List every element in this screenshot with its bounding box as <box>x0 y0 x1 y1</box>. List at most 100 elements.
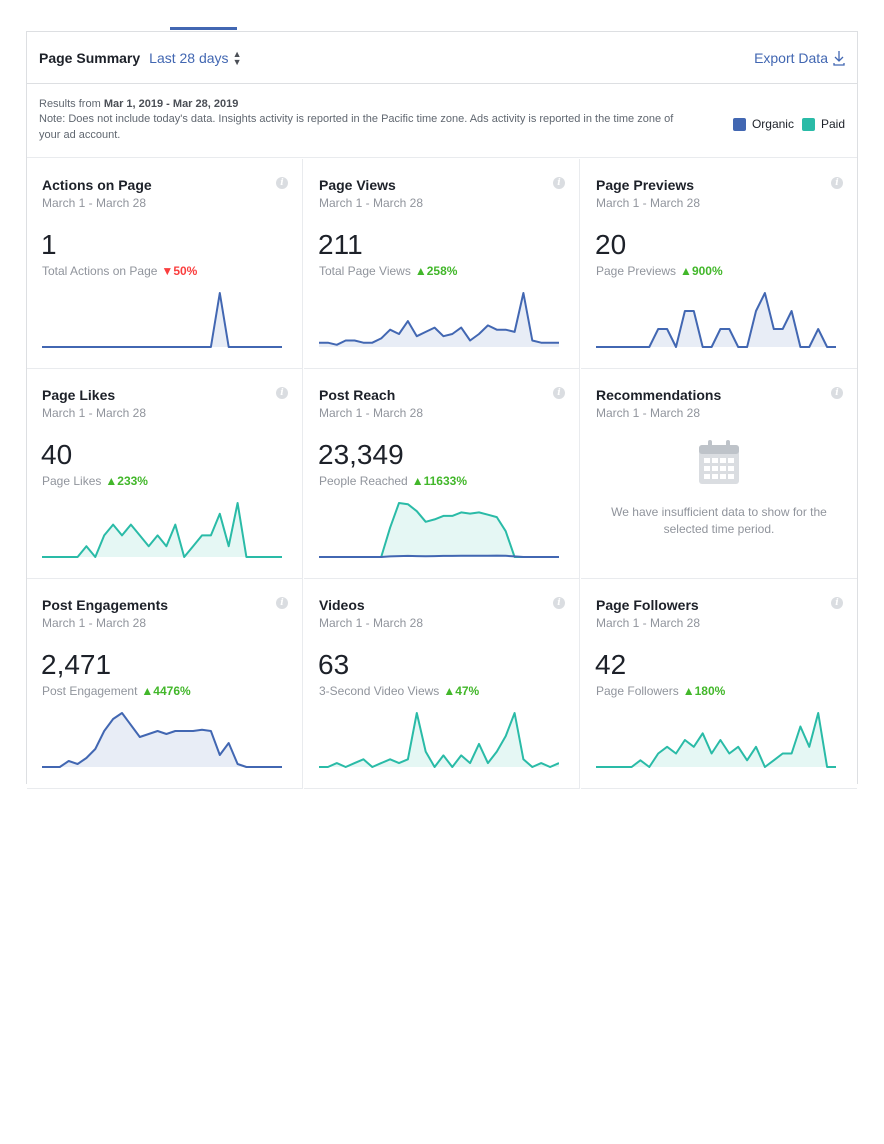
card-sub-label: Total Actions on Page <box>42 264 158 278</box>
info-icon[interactable]: i <box>553 177 565 189</box>
sparkline-chart <box>42 292 282 348</box>
delta-badge: ▲900% <box>680 264 723 278</box>
legend-organic-label: Organic <box>751 117 794 131</box>
legend: Organic Paid <box>732 117 845 131</box>
card-sub-label: Post Engagement <box>42 684 138 698</box>
card-page-previews[interactable]: Page Previews i March 1 - March 28 20 Pa… <box>581 159 857 369</box>
card-videos[interactable]: Videos i March 1 - March 28 63 3-Second … <box>304 579 580 789</box>
card-date: March 1 - March 28 <box>596 616 701 630</box>
card-title: Actions on Page <box>42 177 152 193</box>
export-data-label: Export Data <box>754 49 828 66</box>
card-value: 2,471 <box>41 649 112 680</box>
delta-badge: ▲233% <box>105 474 148 488</box>
calendar-icon <box>699 440 739 484</box>
info-icon[interactable]: i <box>831 387 843 399</box>
card-title: Page Likes <box>42 387 116 403</box>
delta-badge: ▲47% <box>443 684 479 698</box>
sparkline-area <box>319 503 559 557</box>
info-icon[interactable]: i <box>276 177 288 189</box>
card-value: 1 <box>41 229 57 260</box>
card-subtitle: Page Previews ▲900% <box>596 264 723 278</box>
card-value: 63 <box>318 649 350 680</box>
info-icon[interactable]: i <box>276 597 288 609</box>
info-icon[interactable]: i <box>553 597 565 609</box>
date-range-selector[interactable]: Last 28 days ▲ ▼ <box>149 48 242 67</box>
card-title: Page Previews <box>596 177 695 193</box>
info-icon[interactable]: i <box>831 177 843 189</box>
card-actions-on-page[interactable]: Actions on Page i March 1 - March 28 1 T… <box>27 159 303 369</box>
card-post-engagements[interactable]: Post Engagements i March 1 - March 28 2,… <box>27 579 303 789</box>
sort-arrows-icon: ▲ ▼ <box>232 48 242 67</box>
legend-organic: Organic <box>732 117 794 131</box>
sparkline-chart <box>319 292 559 347</box>
delta-badge: ▲4476% <box>141 684 190 698</box>
export-data-button[interactable]: Export Data <box>754 50 845 66</box>
card-page-views[interactable]: Page Views i March 1 - March 28 211 Tota… <box>304 159 580 369</box>
active-tab-indicator <box>170 27 237 30</box>
info-icon[interactable]: i <box>276 387 288 399</box>
card-sub-label: Page Followers <box>596 684 679 698</box>
card-title: Page Followers <box>596 597 699 613</box>
summary-header: Page Summary Last 28 days ▲ ▼ Export Data <box>27 32 857 84</box>
card-page-followers[interactable]: Page Followers i March 1 - March 28 42 P… <box>581 579 857 789</box>
card-date: March 1 - March 28 <box>42 406 147 420</box>
info-icon[interactable]: i <box>831 597 843 609</box>
sparkline-chart <box>596 712 836 768</box>
info-icon[interactable]: i <box>553 387 565 399</box>
sparkline-series-0 <box>319 292 559 346</box>
legend-paid: Paid <box>801 117 845 131</box>
delta-value: 50% <box>173 264 198 278</box>
results-range: Results from Mar 1, 2019 - Mar 28, 2019 <box>39 98 845 110</box>
card-title: Videos <box>319 597 365 613</box>
sparkline-area <box>596 713 836 767</box>
sparkline-chart <box>42 502 282 558</box>
card-title: Recommendations <box>596 387 722 403</box>
organic-swatch <box>732 117 746 131</box>
card-date: March 1 - March 28 <box>596 196 701 210</box>
results-dates: Mar 1, 2019 - Mar 28, 2019 <box>103 98 239 110</box>
up-arrow-icon: ▲ <box>680 264 692 278</box>
sparkline-chart <box>319 712 559 768</box>
sparkline-area <box>319 713 559 767</box>
card-date: March 1 - March 28 <box>42 616 147 630</box>
card-subtitle: Total Actions on Page ▼50% <box>42 264 197 278</box>
card-subtitle: Total Page Views ▲258% <box>319 264 457 278</box>
sparkline-area <box>42 503 282 557</box>
sparkline-series-0 <box>42 712 282 768</box>
card-value: 20 <box>595 229 627 260</box>
date-range-label: Last 28 days <box>149 49 229 66</box>
sparkline-series-organic <box>319 554 559 558</box>
card-value: 211 <box>318 229 363 260</box>
up-arrow-icon: ▲ <box>105 474 118 488</box>
sparkline-chart <box>596 292 836 348</box>
up-arrow-icon: ▲ <box>411 474 424 488</box>
delta-value: 11633% <box>423 474 468 488</box>
sparkline-series-0 <box>319 712 559 768</box>
delta-badge: ▲11633% <box>412 474 467 488</box>
card-sub-label: Total Page Views <box>319 264 411 278</box>
up-arrow-icon: ▲ <box>414 264 427 278</box>
sparkline-area <box>42 293 282 347</box>
card-value: 42 <box>595 649 627 680</box>
legend-paid-label: Paid <box>820 117 845 131</box>
card-post-reach[interactable]: Post Reach i March 1 - March 28 23,349 P… <box>304 369 580 579</box>
card-title: Post Engagements <box>42 597 169 613</box>
card-sub-label: People Reached <box>319 474 408 488</box>
card-recommendations[interactable]: Recommendations i March 1 - March 28 We … <box>581 369 857 579</box>
sparkline-series-0 <box>42 292 282 348</box>
card-date: March 1 - March 28 <box>319 616 424 630</box>
delta-value: 900% <box>691 264 723 278</box>
up-arrow-icon: ▲ <box>443 684 456 698</box>
card-title: Page Views <box>319 177 396 193</box>
card-subtitle: Post Engagement ▲4476% <box>42 684 191 698</box>
sparkline-chart <box>319 502 559 558</box>
delta-value: 4476% <box>153 684 191 698</box>
card-title: Post Reach <box>319 387 396 403</box>
timezone-note: Note: Does not include today's data. Ins… <box>39 113 674 141</box>
card-sub-label: 3-Second Video Views <box>319 684 440 698</box>
card-subtitle: 3-Second Video Views ▲47% <box>319 684 479 698</box>
page-summary-panel: Page Summary Last 28 days ▲ ▼ Export Data… <box>26 31 858 789</box>
card-date: March 1 - March 28 <box>319 196 424 210</box>
card-page-likes[interactable]: Page Likes i March 1 - March 28 40 Page … <box>27 369 303 579</box>
up-arrow-icon: ▲ <box>141 684 154 698</box>
